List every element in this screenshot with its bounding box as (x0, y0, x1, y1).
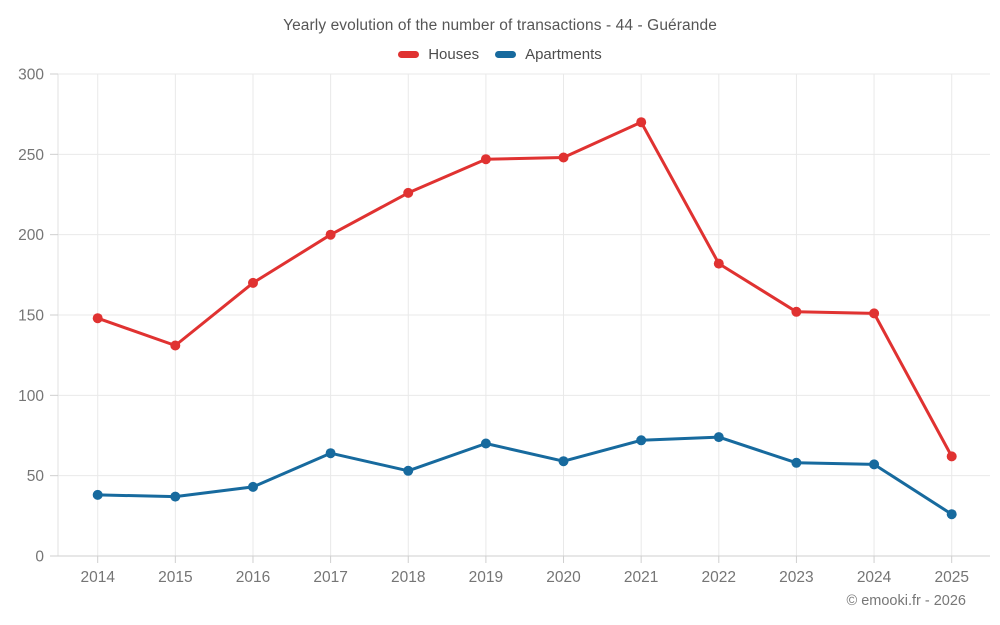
legend-item-houses[interactable]: Houses (398, 46, 479, 63)
data-point-apartments-2016[interactable] (248, 481, 258, 492)
data-point-houses-2015[interactable] (170, 340, 181, 351)
data-point-apartments-2018[interactable] (403, 465, 414, 476)
y-axis-label: 100 (18, 388, 44, 405)
data-point-apartments-2023[interactable] (791, 457, 802, 468)
y-axis-label: 0 (35, 549, 44, 566)
data-point-houses-2020[interactable] (558, 152, 569, 163)
x-axis-label: 2015 (158, 569, 192, 586)
houses-line (96, 120, 954, 458)
data-point-houses-2024[interactable] (869, 308, 880, 319)
houses-legend-swatch-icon (398, 51, 420, 58)
data-point-houses-2018[interactable] (403, 187, 414, 198)
x-axis-label: 2018 (391, 569, 425, 586)
data-point-houses-2017[interactable] (325, 229, 336, 240)
data-point-apartments-2022[interactable] (713, 432, 724, 443)
data-point-houses-2022[interactable] (713, 258, 724, 269)
data-point-houses-2016[interactable] (248, 277, 258, 288)
chart-legend: Houses Apartments (0, 46, 1000, 63)
x-axis-label: 2017 (313, 569, 347, 586)
y-axis-label: 150 (18, 308, 44, 325)
x-axis-label: 2020 (546, 569, 581, 586)
x-axis-label: 2025 (934, 569, 968, 586)
data-point-houses-2021[interactable] (636, 117, 647, 128)
x-axis-label: 2021 (624, 569, 658, 586)
x-axis-label: 2014 (80, 569, 115, 586)
legend-label-houses: Houses (428, 46, 480, 63)
y-axis-label: 250 (18, 147, 44, 164)
y-axis-label: 200 (18, 227, 44, 244)
data-point-houses-2023[interactable] (791, 306, 802, 317)
data-point-houses-2019[interactable] (480, 154, 491, 165)
apartments-legend-swatch-icon (495, 51, 517, 58)
data-point-houses-2014[interactable] (92, 313, 103, 324)
data-point-apartments-2019[interactable] (480, 438, 491, 449)
data-point-houses-2025[interactable] (946, 451, 957, 462)
data-point-apartments-2020[interactable] (558, 456, 569, 467)
y-axis-label: 50 (27, 468, 45, 485)
x-axis-label: 2022 (702, 569, 736, 586)
legend-label-apartments: Apartments (525, 46, 602, 63)
data-point-apartments-2017[interactable] (325, 448, 336, 459)
x-axis-label: 2019 (469, 569, 503, 586)
x-axis-label: 2023 (779, 569, 813, 586)
chart-title: Yearly evolution of the number of transa… (283, 17, 717, 34)
y-axis-label: 300 (18, 67, 44, 84)
legend-item-apartments[interactable]: Apartments (495, 46, 602, 63)
apartments-line (96, 435, 954, 516)
copyright-credit: © emooki.fr - 2026 (846, 593, 966, 609)
data-point-apartments-2021[interactable] (636, 435, 647, 446)
x-axis-label: 2016 (236, 569, 270, 586)
data-point-apartments-2025[interactable] (946, 509, 957, 520)
data-point-apartments-2015[interactable] (170, 491, 181, 502)
data-point-apartments-2014[interactable] (92, 489, 103, 500)
x-axis-label: 2024 (857, 569, 892, 586)
data-point-apartments-2024[interactable] (869, 459, 880, 470)
